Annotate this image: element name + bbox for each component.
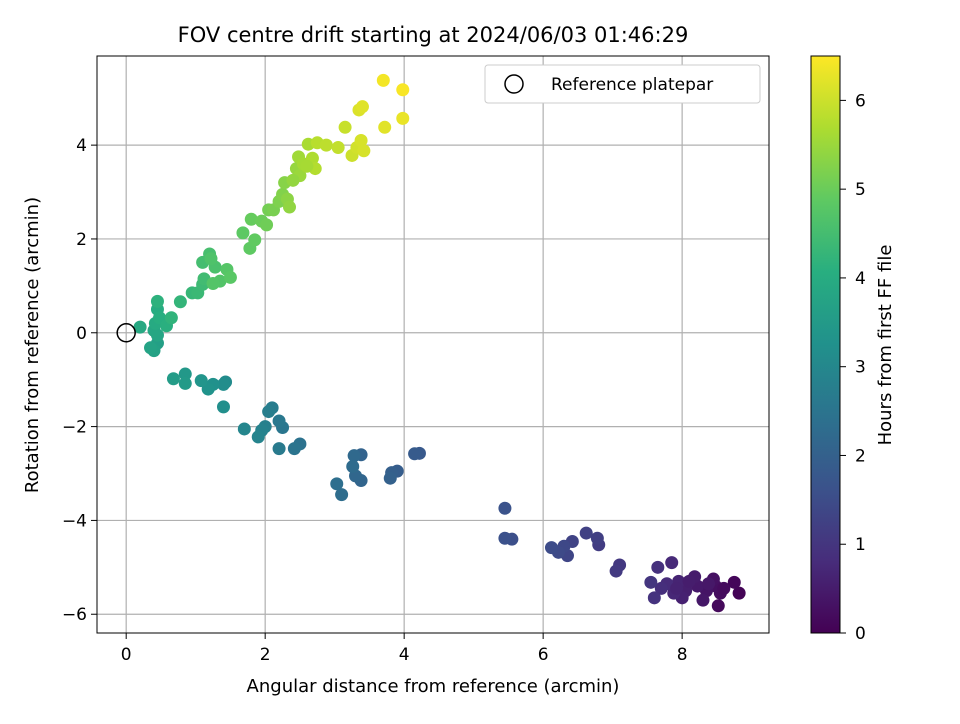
- data-point: [282, 200, 296, 214]
- data-point: [378, 120, 392, 134]
- x-tick-label: 8: [677, 645, 688, 665]
- x-tick-label: 4: [399, 645, 410, 665]
- data-point: [498, 501, 512, 515]
- x-axis-ticks: 0 2 4 6 8: [121, 633, 688, 665]
- data-point: [354, 133, 368, 147]
- data-point: [702, 577, 716, 591]
- data-point: [355, 100, 369, 114]
- data-point: [408, 447, 422, 461]
- colorbar-gradient: [810, 55, 841, 634]
- data-point: [330, 477, 344, 491]
- reference-marker: [116, 323, 136, 343]
- legend-box: [484, 64, 761, 104]
- legend-marker: [504, 74, 524, 94]
- colorbar: 0 1 2 3 4 5 6 Hours from first FF file: [810, 55, 896, 644]
- data-point: [383, 471, 397, 485]
- data-point: [204, 252, 218, 266]
- x-axis-label: Angular distance from reference (arcmin): [247, 676, 620, 697]
- data-point: [251, 430, 265, 444]
- data-point: [216, 400, 230, 414]
- y-tick-label: 2: [76, 230, 87, 250]
- x-tick-label: 0: [121, 645, 132, 665]
- colorbar-tick-label: 2: [855, 446, 866, 466]
- data-point: [133, 320, 147, 334]
- data-point: [647, 591, 661, 605]
- colorbar-tick-label: 4: [855, 269, 866, 289]
- data-point: [711, 599, 725, 613]
- y-axis-ticks: −6 −4 −2 0 2 4: [62, 136, 97, 625]
- data-point: [644, 575, 658, 589]
- data-point: [590, 531, 604, 545]
- data-point: [166, 372, 180, 386]
- data-point: [272, 414, 286, 428]
- data-point: [206, 277, 220, 291]
- colorbar-tick-label: 6: [855, 91, 866, 111]
- data-points: [133, 73, 746, 613]
- y-tick-label: 0: [76, 324, 87, 344]
- data-point: [665, 556, 679, 570]
- data-point: [216, 377, 230, 391]
- data-point: [335, 488, 349, 502]
- data-point: [682, 574, 696, 588]
- data-point: [346, 459, 360, 473]
- data-point: [654, 581, 668, 595]
- colorbar-tick-label: 5: [855, 180, 866, 200]
- data-point: [286, 173, 300, 187]
- data-point: [287, 442, 301, 456]
- y-tick-label: −6: [62, 605, 87, 625]
- y-tick-label: 4: [76, 136, 87, 156]
- data-point: [651, 560, 665, 574]
- data-point: [194, 374, 208, 388]
- data-point: [178, 367, 192, 381]
- data-point: [178, 376, 192, 390]
- legend-label: Reference platepar: [551, 75, 713, 95]
- data-point: [396, 83, 410, 97]
- data-point: [347, 449, 361, 463]
- colorbar-tick-label: 3: [855, 358, 866, 378]
- y-tick-label: −2: [62, 418, 87, 438]
- data-point: [173, 295, 187, 309]
- colorbar-tick-label: 0: [855, 624, 866, 644]
- data-point: [262, 405, 276, 419]
- x-tick-label: 2: [260, 645, 271, 665]
- colorbar-ticks: 0 1 2 3 4 5 6: [840, 91, 866, 644]
- data-point: [150, 294, 164, 308]
- data-point: [164, 311, 178, 325]
- data-point: [732, 586, 746, 600]
- data-point: [498, 531, 512, 545]
- data-point: [396, 111, 410, 125]
- data-point: [236, 226, 250, 240]
- data-point: [357, 144, 371, 158]
- data-point: [727, 575, 741, 589]
- y-axis-label: Rotation from reference (arcmin): [22, 197, 43, 493]
- data-point: [260, 218, 274, 232]
- data-point: [670, 581, 684, 595]
- data-point: [579, 526, 593, 540]
- data-point: [696, 593, 710, 607]
- data-point: [144, 341, 158, 355]
- data-point: [544, 541, 558, 555]
- x-tick-label: 6: [538, 645, 549, 665]
- colorbar-label: Hours from first FF file: [875, 245, 896, 446]
- data-point: [338, 120, 352, 134]
- data-point: [244, 212, 258, 226]
- data-point: [237, 422, 251, 436]
- chart-title: FOV centre drift starting at 2024/06/03 …: [178, 23, 689, 47]
- plot-frame: [96, 55, 770, 634]
- data-point: [376, 73, 390, 87]
- data-point: [248, 233, 262, 247]
- data-point: [331, 140, 345, 154]
- legend: Reference platepar: [484, 64, 761, 104]
- colorbar-tick-label: 1: [855, 535, 866, 555]
- data-point: [300, 159, 314, 173]
- grid: [97, 56, 769, 633]
- data-point: [717, 581, 731, 595]
- y-tick-label: −4: [62, 511, 87, 531]
- data-point: [272, 442, 286, 456]
- data-point: [319, 138, 333, 152]
- data-point: [609, 564, 623, 578]
- data-point: [223, 270, 237, 284]
